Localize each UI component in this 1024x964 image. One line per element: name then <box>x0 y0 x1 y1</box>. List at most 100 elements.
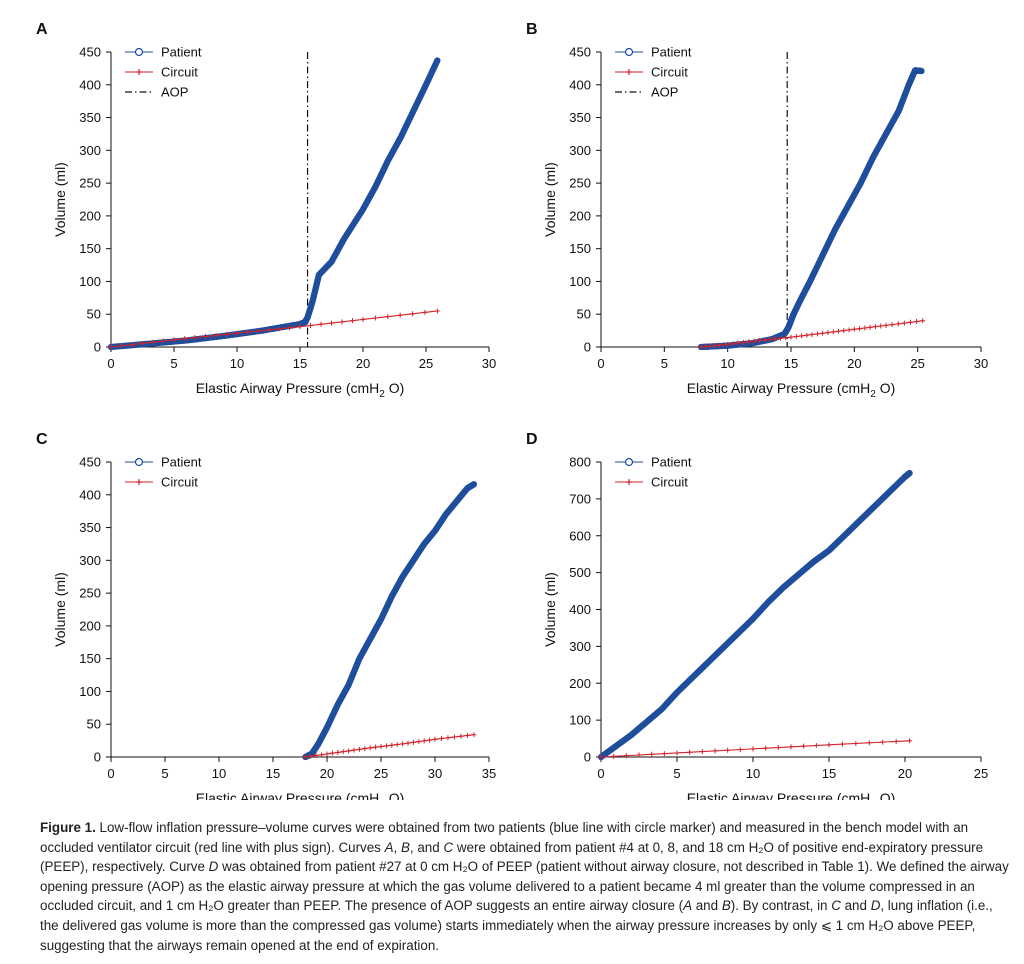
x-tick-label: 0 <box>597 766 604 781</box>
y-tick-label: 350 <box>79 520 101 535</box>
legend-label: Circuit <box>651 475 688 490</box>
y-tick-label: 300 <box>569 639 591 654</box>
x-axis-label: Elastic Airway Pressure (cmH2 O) <box>196 790 405 800</box>
x-tick-label: 35 <box>482 766 496 781</box>
circuit-point <box>698 344 704 350</box>
x-tick-label: 15 <box>293 356 307 371</box>
circuit-point <box>762 337 768 343</box>
x-tick-label: 5 <box>673 766 680 781</box>
circuit-point <box>920 318 926 324</box>
panel-letter: A <box>36 21 48 38</box>
y-tick-label: 250 <box>79 176 101 191</box>
circuit-point <box>308 753 314 759</box>
circuit-point <box>783 335 789 341</box>
circuit-point <box>421 738 427 744</box>
x-axis-label: Elastic Airway Pressure (cmH2 O) <box>687 790 896 800</box>
series-circuit <box>698 318 926 350</box>
x-tick-label: 20 <box>898 766 912 781</box>
legend-marker <box>134 47 144 57</box>
series-patient <box>697 67 925 351</box>
circuit-point <box>725 747 731 753</box>
x-tick-label: 10 <box>746 766 760 781</box>
patient-point <box>470 481 478 488</box>
circuit-point <box>853 740 859 746</box>
y-tick-label: 400 <box>569 77 591 92</box>
patient-line <box>698 67 925 350</box>
circuit-point <box>841 328 847 334</box>
circuit-point <box>108 344 114 350</box>
x-tick-label: 0 <box>107 766 114 781</box>
circuit-point <box>775 745 781 751</box>
x-tick-label: 30 <box>428 766 442 781</box>
circuit-point <box>266 327 271 333</box>
circuit-point <box>867 324 873 330</box>
legend-marker <box>136 479 142 485</box>
x-tick-label: 10 <box>230 356 244 371</box>
caption-text: , lung inflation (i.e., the delivered ga… <box>40 898 993 953</box>
y-tick-label: 100 <box>569 274 591 289</box>
circuit-point <box>367 745 373 751</box>
y-tick-label: 800 <box>569 455 591 470</box>
circuit-point <box>276 326 282 332</box>
circuit-point <box>750 746 756 752</box>
x-tick-label: 25 <box>419 356 433 371</box>
circuit-point <box>213 332 219 338</box>
legend-marker <box>624 457 634 467</box>
circuit-point <box>192 335 198 341</box>
legend: Patient Circuit <box>615 455 692 490</box>
legend-label: AOP <box>651 85 678 100</box>
circuit-point <box>880 739 886 745</box>
legend-label: Patient <box>161 455 202 470</box>
patient-point <box>906 469 913 477</box>
circuit-point <box>735 340 741 346</box>
legend-label: Circuit <box>651 65 688 80</box>
series-patient <box>597 469 913 761</box>
circuit-point <box>687 749 693 755</box>
circuit-point <box>451 734 457 740</box>
circuit-point <box>397 312 403 318</box>
circuit-point <box>703 344 708 350</box>
legend: Patient Circuit AOP <box>615 45 692 100</box>
x-tick-label: 20 <box>320 766 334 781</box>
circuit-point <box>872 324 878 330</box>
circuit-point <box>458 733 464 739</box>
circuit-point <box>416 739 422 745</box>
panel-letter: C <box>36 431 48 448</box>
circuit-point <box>255 328 261 334</box>
y-tick-label: 400 <box>569 602 591 617</box>
circuit-point <box>901 320 907 326</box>
x-tick-label: 15 <box>266 766 280 781</box>
circuit-point <box>161 338 166 344</box>
circuit-point <box>825 330 831 336</box>
y-tick-label: 100 <box>79 274 101 289</box>
circuit-point <box>814 331 820 337</box>
circuit-point <box>730 341 736 347</box>
caption-ref: B <box>400 839 410 855</box>
x-tick-label: 5 <box>170 356 177 371</box>
chart-panel-c: C0 5 10 15 20 25 30 350501001502002503003504004… <box>36 431 496 800</box>
chart-panel-d: D 0 5 10 15 20 25 0 100 200 300 400 500 600 700 800 Elas… <box>526 431 988 800</box>
circuit-point <box>360 316 366 322</box>
legend-marker <box>626 69 632 75</box>
circuit-point <box>793 334 799 340</box>
y-tick-label: 600 <box>569 528 591 543</box>
circuit-point <box>410 739 416 745</box>
caption-text: Low-flow inflation pressure–volume curve… <box>40 820 969 855</box>
y-axis-label: Volume (ml) <box>52 572 68 647</box>
x-tick-label: 15 <box>822 766 836 781</box>
y-tick-label: 400 <box>79 77 101 92</box>
caption-text: , and <box>409 839 444 855</box>
circuit-point <box>889 322 895 328</box>
circuit-point <box>471 732 477 738</box>
caption-ref: B <box>721 898 731 914</box>
circuit-point <box>150 339 156 345</box>
caption-text: , <box>393 839 401 855</box>
circuit-point <box>224 331 229 337</box>
caption-ref: A <box>384 839 394 855</box>
circuit-point <box>319 752 325 758</box>
x-tick-label: 25 <box>974 766 988 781</box>
circuit-point <box>340 749 346 755</box>
circuit-point <box>445 735 451 741</box>
circuit-point <box>329 750 335 756</box>
circuit-point <box>329 320 334 326</box>
